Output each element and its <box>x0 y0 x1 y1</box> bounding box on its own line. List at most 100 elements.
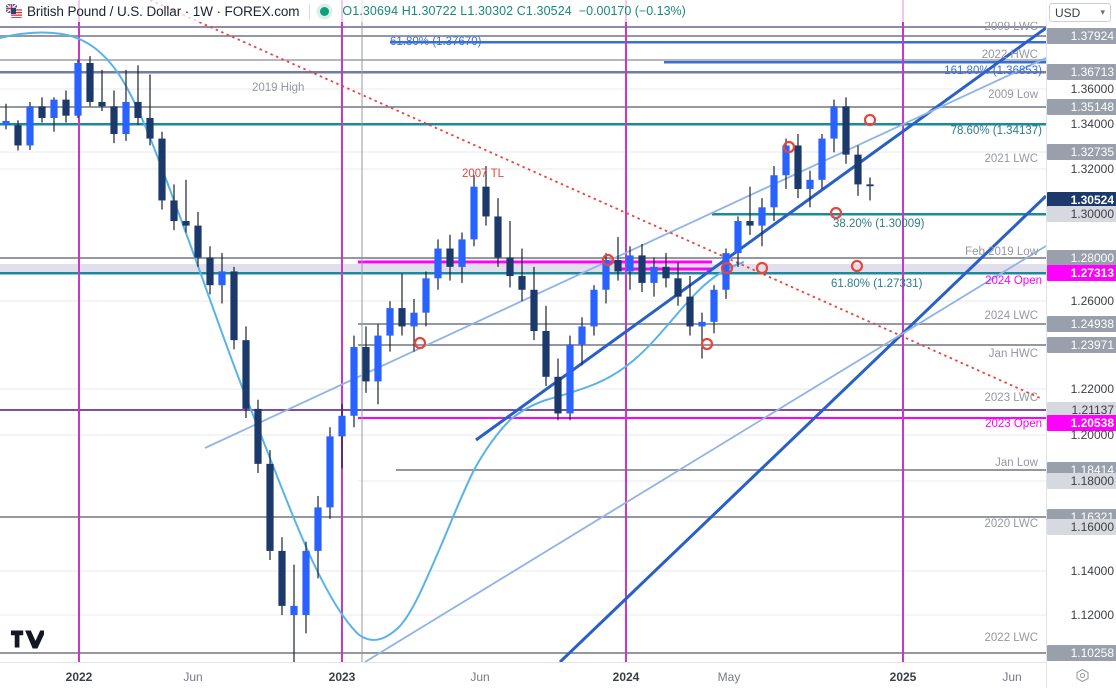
chart-canvas <box>0 0 1046 662</box>
candle-body <box>566 344 574 414</box>
candle-body <box>194 225 202 258</box>
candle-body <box>458 239 466 267</box>
price-label: 1.10258 <box>1047 645 1116 661</box>
chart-annotation-label: 2022 LWC <box>984 632 1038 644</box>
candle-body <box>62 99 70 116</box>
candle-body <box>446 248 454 267</box>
chart-annotation-label: 2009 Low <box>988 89 1038 101</box>
chart-annotation-label: Jan Low <box>995 457 1038 469</box>
candle-body <box>590 289 598 327</box>
horizontal-levels <box>0 26 1046 654</box>
price-label: 1.20538 <box>1047 415 1116 431</box>
candle-body <box>86 62 94 102</box>
candle-body <box>146 117 154 139</box>
ohlc-values: O1.30694 H1.30722 L1.30302 C1.30524 <box>342 4 572 18</box>
candle-body <box>782 145 790 176</box>
candle-body <box>866 184 874 187</box>
candle-body <box>206 257 214 286</box>
market-status-dot <box>320 6 330 16</box>
candle-body <box>806 179 814 189</box>
time-label: 2024 <box>612 670 640 684</box>
reset-chart-button[interactable] <box>1046 662 1116 688</box>
price-label: 1.30524 <box>1047 192 1116 208</box>
candle-body <box>818 138 826 180</box>
candle-body <box>602 259 610 290</box>
time-label: 2023 <box>328 670 356 684</box>
symbol-title[interactable]: British Pound / U.S. Dollar · 1W · FOREX… <box>27 3 300 19</box>
time-axis[interactable]: 2022 Jun 2023 Jun 2024 May 2025 Jun <box>0 662 1116 689</box>
price-label: 1.21137 <box>1047 402 1116 418</box>
pivot-marker <box>720 261 734 275</box>
chart-annotation-label: 78.60% (1.34137) <box>950 125 1042 137</box>
candle-body <box>422 278 430 313</box>
price-axis[interactable]: 1.37924 1.36713 1.36000 1.35148 1.34000 1.327… <box>1046 0 1116 662</box>
candle-body <box>638 255 646 283</box>
price-label: 1.35148 <box>1047 99 1116 115</box>
candle-body <box>14 125 22 146</box>
price-label: 1.18000 <box>1047 473 1116 489</box>
chart-annotation-label: 2022 HWC <box>981 49 1038 61</box>
chart-annotation-label: 61.80% (1.27331) <box>831 278 923 290</box>
chart-header: British Pound / U.S. Dollar · 1W · FOREX… <box>0 0 1116 22</box>
candle-body <box>626 255 634 272</box>
vertical-separators <box>78 0 904 662</box>
candle-body <box>506 257 514 277</box>
chart-annotation-label: 2023 LWC <box>984 392 1038 404</box>
price-label: 1.34000 <box>1070 117 1114 131</box>
candle-body <box>290 605 298 616</box>
candle-body <box>254 408 262 464</box>
candle-body <box>794 145 802 189</box>
time-label: Jun <box>1002 670 1022 684</box>
candle-body <box>122 101 130 135</box>
pivot-marker <box>782 140 796 154</box>
chart-plot-area[interactable]: 2009 LWC 2022 HWC 161.80% (1.36853) 2009 Lo… <box>0 0 1046 662</box>
candle-body <box>2 120 10 126</box>
candle-body <box>434 248 442 279</box>
chevron-down-icon: ▾ <box>1100 7 1105 17</box>
chart-annotation-label: 2021 LWC <box>984 153 1038 165</box>
price-label: 1.22000 <box>1070 382 1114 396</box>
chart-annotation-label: 2023 Open <box>985 418 1042 430</box>
candle-body <box>410 312 418 327</box>
tradingview-logo-icon <box>10 628 44 650</box>
chart-annotation-label: 2019 High <box>252 82 305 94</box>
candle-body <box>494 216 502 258</box>
candle-body <box>158 138 166 201</box>
candle-body <box>386 308 394 336</box>
candle-body <box>362 347 370 382</box>
candle-body <box>302 550 310 616</box>
candle-body <box>170 200 178 222</box>
candle-body <box>242 340 250 409</box>
candle-body <box>830 106 838 139</box>
chart-annotation-label: 2007 TL <box>462 168 504 180</box>
trendline-2007 <box>149 0 1041 399</box>
header-divider <box>309 3 311 19</box>
candle-body <box>338 415 346 437</box>
gbp-usd-flag-icon <box>6 4 22 18</box>
candle-body <box>842 106 850 155</box>
candle-body <box>398 308 406 327</box>
candle-body <box>74 62 82 116</box>
candle-body <box>350 347 358 416</box>
pivot-marker <box>601 253 615 267</box>
candle-body <box>650 266 658 283</box>
candlestick-series <box>2 56 874 662</box>
pivot-marker <box>755 261 769 275</box>
chart-annotation-label: Jan HWC <box>988 348 1038 360</box>
time-label: 2022 <box>65 670 93 684</box>
price-change: −0.00170 (−0.13%) <box>578 4 686 18</box>
candle-body <box>326 436 334 508</box>
candle-body <box>182 221 190 226</box>
candle-body <box>374 335 382 382</box>
chart-annotation-label: 2020 LWC <box>984 518 1038 530</box>
chart-annotation-label: 2009 LWC <box>984 21 1038 33</box>
candle-body <box>542 331 550 377</box>
pivot-markers <box>413 113 877 351</box>
candle-body <box>686 296 694 327</box>
chart-annotation-label: 2024 LWC <box>984 310 1038 322</box>
price-label: 1.12000 <box>1070 608 1114 622</box>
chart-annotation-label: 2024 Open <box>985 275 1042 287</box>
currency-selector[interactable]: USD ▾ <box>1049 3 1111 22</box>
price-label: 1.30000 <box>1047 206 1116 222</box>
candle-body <box>110 106 118 135</box>
